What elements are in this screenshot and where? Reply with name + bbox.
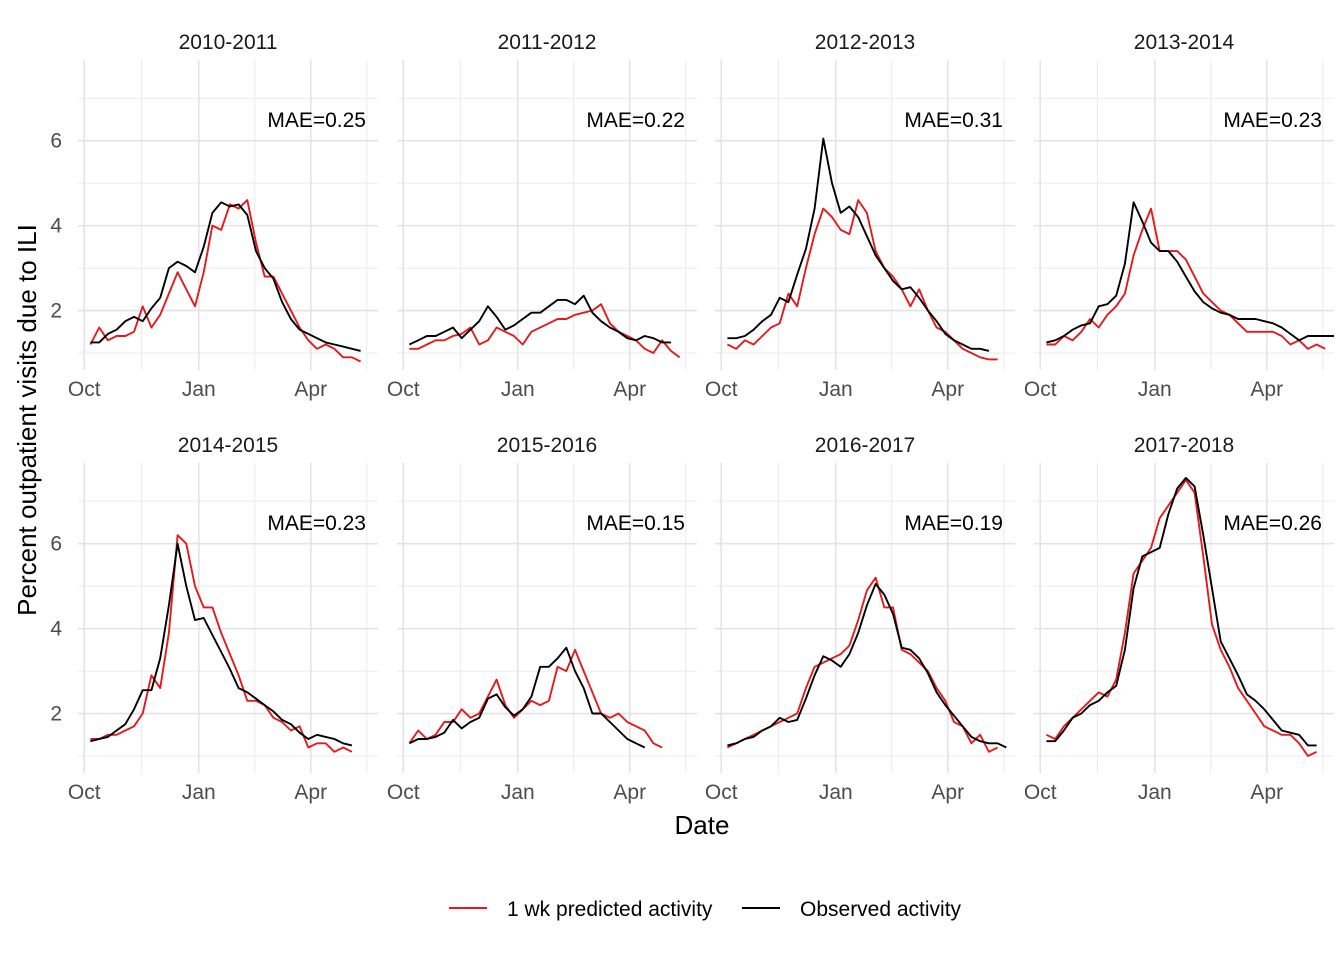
mae-label: MAE=0.23 xyxy=(267,512,366,535)
y-tick-label: 4 xyxy=(50,618,62,641)
x-tick-label: Apr xyxy=(294,781,327,804)
panel-2012-2013: 2012-2013 MAE=0.31 Oct Jan Apr xyxy=(705,31,1015,401)
predicted-series-line xyxy=(408,648,663,749)
x-tick-label: Oct xyxy=(68,781,101,804)
x-tick-label: Jan xyxy=(501,781,535,804)
mae-label: MAE=0.26 xyxy=(1223,512,1322,535)
x-tick-label: Oct xyxy=(68,378,101,401)
y-tick-label: 2 xyxy=(50,703,62,726)
y-tick-label: 4 xyxy=(50,215,62,238)
mae-label: MAE=0.31 xyxy=(904,109,1003,132)
mae-label: MAE=0.22 xyxy=(586,109,685,132)
x-tick-label: Oct xyxy=(705,378,738,401)
panel-title: 2010-2011 xyxy=(179,31,278,54)
panel-title: 2011-2012 xyxy=(498,31,597,54)
x-tick-label: Jan xyxy=(1138,378,1172,401)
panel-2013-2014: 2013-2014 MAE=0.23 Oct Jan Apr xyxy=(1024,31,1334,401)
observed-series-line xyxy=(90,542,353,747)
legend-label-observed: Observed activity xyxy=(800,898,962,921)
predicted-series-line xyxy=(1046,207,1326,350)
panels-layer: 2010-2011 MAE=0.25 2 4 6 Oct Jan Apr 2011-2012 MA… xyxy=(50,31,1334,804)
mae-label: MAE=0.19 xyxy=(904,512,1003,535)
panel-title: 2013-2014 xyxy=(1134,31,1235,54)
observed-series-line xyxy=(408,294,671,346)
x-tick-label: Oct xyxy=(1024,378,1057,401)
panel-title: 2017-2018 xyxy=(1134,434,1234,457)
x-tick-label: Jan xyxy=(1138,781,1172,804)
mae-label: MAE=0.15 xyxy=(586,512,685,535)
x-tick-label: Jan xyxy=(182,378,216,401)
legend: 1 wk predicted activity Observed activit… xyxy=(449,898,962,921)
predicted-series-line xyxy=(89,199,362,363)
panel-2010-2011: 2010-2011 MAE=0.25 2 4 6 Oct Jan Apr xyxy=(50,31,378,401)
y-tick-label: 6 xyxy=(50,130,62,153)
observed-series-line xyxy=(727,583,1007,749)
x-tick-label: Jan xyxy=(819,378,853,401)
x-tick-label: Apr xyxy=(931,781,964,804)
mae-label: MAE=0.25 xyxy=(267,109,366,132)
panel-2016-2017: 2016-2017 MAE=0.19 Oct Jan Apr xyxy=(705,434,1015,804)
observed-series-line xyxy=(1046,201,1334,344)
y-tick-label: 2 xyxy=(50,300,62,323)
observed-series-line xyxy=(727,137,990,352)
observed-series-line xyxy=(1046,476,1317,747)
panel-2017-2018: 2017-2018 MAE=0.26 Oct Jan Apr xyxy=(1024,434,1334,804)
x-tick-label: Apr xyxy=(1250,781,1283,804)
panel-title: 2016-2017 xyxy=(815,434,915,457)
panel-2011-2012: 2011-2012 MAE=0.22 Oct Jan Apr xyxy=(387,31,697,401)
panel-2015-2016: 2015-2016 MAE=0.15 Oct Jan Apr xyxy=(387,434,697,804)
x-tick-label: Oct xyxy=(705,781,738,804)
x-tick-label: Apr xyxy=(294,378,327,401)
panel-2014-2015: 2014-2015 MAE=0.23 2 4 6 Oct Jan Apr xyxy=(50,434,378,804)
predicted-series-line xyxy=(726,576,999,753)
predicted-series-line xyxy=(1045,479,1318,757)
x-tick-label: Apr xyxy=(1250,378,1283,401)
observed-series-line xyxy=(408,646,646,749)
x-tick-label: Jan xyxy=(182,781,216,804)
x-tick-label: Oct xyxy=(387,378,420,401)
x-tick-label: Apr xyxy=(931,378,964,401)
predicted-series-line xyxy=(90,534,353,753)
predicted-series-line xyxy=(726,199,998,361)
y-axis-title: Percent outpatient visits due to ILI xyxy=(12,224,42,616)
mae-label: MAE=0.23 xyxy=(1223,109,1322,132)
legend-label-predicted: 1 wk predicted activity xyxy=(507,898,713,921)
x-tick-label: Jan xyxy=(501,378,535,401)
y-tick-label: 6 xyxy=(50,533,62,556)
observed-series-line xyxy=(90,201,361,352)
x-tick-label: Oct xyxy=(387,781,420,804)
predicted-series-line xyxy=(409,303,681,359)
x-tick-label: Jan xyxy=(819,781,853,804)
panel-title: 2014-2015 xyxy=(178,434,278,457)
panel-title: 2012-2013 xyxy=(815,31,915,54)
x-tick-label: Oct xyxy=(1024,781,1057,804)
x-tick-label: Apr xyxy=(613,378,646,401)
x-tick-label: Apr xyxy=(613,781,646,804)
panel-title: 2015-2016 xyxy=(497,434,597,457)
x-axis-title: Date xyxy=(675,810,730,840)
